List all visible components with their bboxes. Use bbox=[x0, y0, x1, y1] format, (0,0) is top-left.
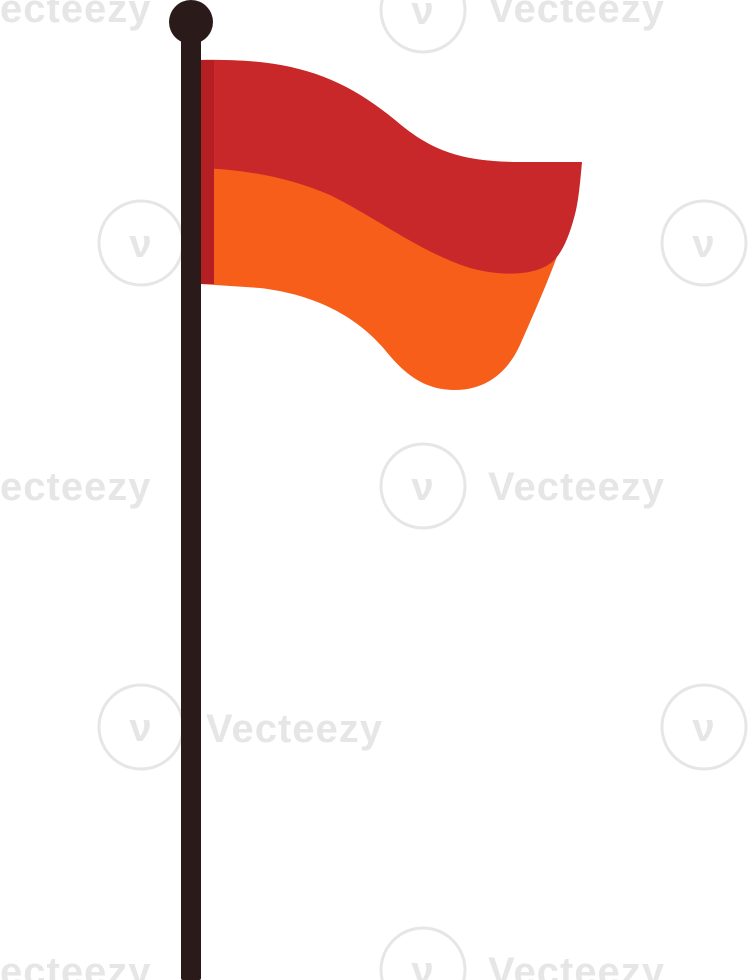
svg-text:ν: ν bbox=[411, 949, 434, 980]
flagpole-shaft bbox=[181, 26, 201, 980]
watermark-text: Vecteezy bbox=[488, 950, 665, 980]
svg-text:ν: ν bbox=[129, 222, 152, 266]
watermark-logo: ν bbox=[379, 442, 467, 530]
flag-hoist-edge bbox=[200, 60, 214, 284]
svg-text:ν: ν bbox=[411, 0, 434, 33]
watermark-logo: ν bbox=[379, 0, 467, 54]
flag-top-stripe bbox=[200, 59, 582, 274]
watermark-text: ecteezy bbox=[0, 0, 152, 31]
watermark-text: ecteezy bbox=[0, 950, 152, 980]
svg-text:ν: ν bbox=[129, 706, 152, 750]
watermark-logo: ν bbox=[379, 926, 467, 980]
watermark-text: Vecteezy bbox=[488, 0, 665, 31]
watermark-logo: ν bbox=[660, 199, 748, 287]
watermark-text: Vecteezy bbox=[206, 707, 383, 751]
svg-text:ν: ν bbox=[692, 222, 715, 266]
flagpole bbox=[169, 0, 213, 980]
watermark-logo: ν bbox=[97, 199, 185, 287]
watermark-logo: ν bbox=[97, 683, 185, 771]
svg-text:ν: ν bbox=[692, 706, 715, 750]
flag bbox=[200, 59, 582, 391]
svg-text:ν: ν bbox=[411, 465, 434, 509]
watermark-text: Vecteezy bbox=[488, 465, 665, 509]
watermark-text: ecteezy bbox=[0, 465, 152, 509]
watermark-logo: ν bbox=[660, 683, 748, 771]
flagpole-finial bbox=[169, 0, 213, 44]
